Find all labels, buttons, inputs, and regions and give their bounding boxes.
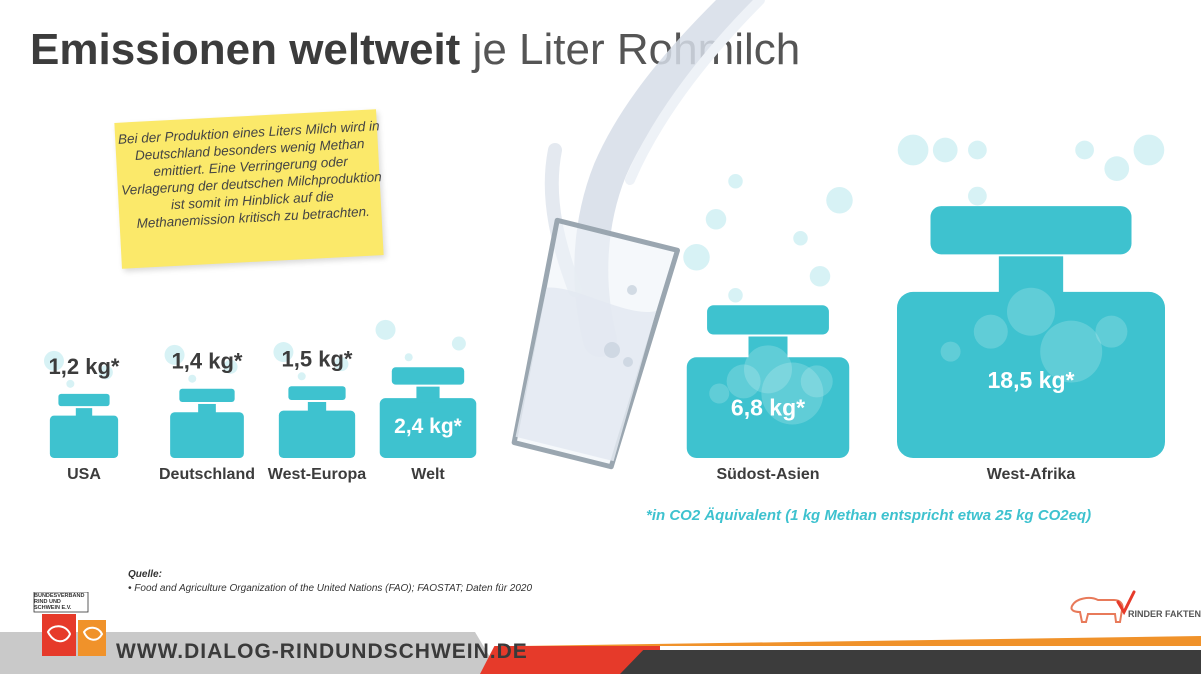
bubble xyxy=(793,231,808,246)
org-logo-icon xyxy=(33,592,106,656)
footer-dark-stripe xyxy=(620,650,1201,674)
bubble xyxy=(43,350,64,371)
bubble xyxy=(1075,140,1094,160)
bubble xyxy=(968,186,987,206)
milk-glass-illustration xyxy=(511,0,765,470)
bubble xyxy=(164,344,185,365)
bubble xyxy=(940,341,961,362)
page-title: Emissionen weltweit je Liter Rohmilch xyxy=(30,22,800,78)
bubble xyxy=(728,288,743,303)
source-label: Quelle: xyxy=(128,569,162,580)
bubble xyxy=(223,359,238,374)
bubble xyxy=(273,342,294,363)
bubble xyxy=(973,314,1008,349)
value-label: 6,8 kg* xyxy=(731,395,805,421)
title-bold: Emissionen weltweit xyxy=(30,25,461,74)
bubble xyxy=(800,365,833,398)
bubble xyxy=(98,365,113,380)
website-link[interactable]: WWW.DIALOG-RINDUNDSCHWEIN.DE xyxy=(116,640,528,663)
bubble xyxy=(1040,320,1103,383)
bubble xyxy=(726,364,761,399)
cow-logo-text: RINDER FAKTEN xyxy=(1128,609,1201,619)
bubble xyxy=(1007,287,1055,336)
bubble xyxy=(826,187,853,214)
labels-layer: 1,2 kg* USA 1,4 kg* Deutschland 1,5 kg* West-… xyxy=(49,346,1076,483)
milk-stream-highlight xyxy=(625,0,765,185)
bubble xyxy=(968,140,987,160)
decorative-bubbles xyxy=(43,134,1165,388)
bubble xyxy=(404,353,413,362)
bubble xyxy=(709,383,730,404)
weight-west-afrika xyxy=(897,206,1165,458)
weight-west-europa xyxy=(278,386,356,458)
category-label: Deutschland xyxy=(159,466,255,483)
bubble xyxy=(809,266,831,287)
bubble xyxy=(761,362,824,425)
source-item: • Food and Agriculture Organization of t… xyxy=(128,583,533,594)
weight-usa xyxy=(49,393,119,458)
weight-welt xyxy=(379,367,477,458)
value-label: 1,4 kg* xyxy=(172,349,243,374)
bubble xyxy=(932,137,958,163)
weight-südost-asien xyxy=(686,305,850,458)
glass-milk-fill xyxy=(515,287,657,462)
bubble xyxy=(705,209,727,230)
bubble xyxy=(897,134,929,166)
bubble xyxy=(683,244,710,271)
bubble xyxy=(744,345,792,394)
category-label: USA xyxy=(67,466,101,483)
category-label: Welt xyxy=(411,466,445,483)
bubble xyxy=(728,174,743,189)
splash-bubble xyxy=(623,357,633,367)
cow-logo-icon xyxy=(1070,590,1136,623)
title-light: je Liter Rohmilch xyxy=(460,25,801,74)
bubble xyxy=(297,372,306,381)
value-label: 1,2 kg* xyxy=(49,354,120,379)
category-label: West-Europa xyxy=(268,466,366,483)
bubble xyxy=(1104,156,1130,181)
footer-orange-stripe xyxy=(520,636,1201,646)
bubble xyxy=(1133,134,1165,166)
bubble xyxy=(188,374,197,383)
value-label: 1,5 kg* xyxy=(282,346,353,371)
bubble xyxy=(1095,315,1128,348)
bubble xyxy=(375,319,396,340)
org-logo-text: BUNDESVERBAND RIND UND SCHWEIN E.V. xyxy=(34,593,85,611)
weights-layer xyxy=(49,206,1165,458)
value-label: 18,5 kg* xyxy=(988,367,1075,393)
splash-bubble xyxy=(627,285,637,295)
category-label: Südost-Asien xyxy=(716,466,819,483)
co2-footnote: *in CO2 Äquivalent (1 kg Methan entspric… xyxy=(646,507,1092,524)
category-label: West-Afrika xyxy=(987,466,1076,483)
weight-deutschland xyxy=(170,388,244,458)
bubble xyxy=(451,336,466,351)
bubble xyxy=(334,357,349,372)
splash-bubble xyxy=(604,342,620,358)
value-label: 2,4 kg* xyxy=(394,415,463,438)
bubble xyxy=(66,379,75,388)
